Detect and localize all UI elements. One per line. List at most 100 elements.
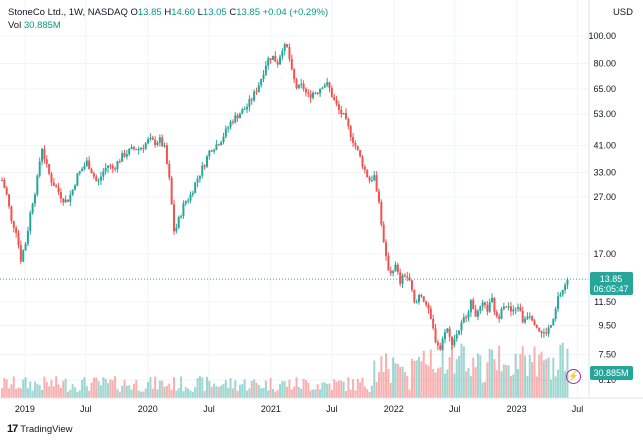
candle-body	[156, 142, 159, 145]
candle-body	[88, 160, 91, 170]
volume-bar	[385, 353, 388, 398]
candle-body	[64, 199, 67, 203]
candle-body	[271, 55, 274, 61]
candle-body	[276, 61, 279, 65]
volume-bar	[78, 390, 81, 398]
volume-bar	[163, 386, 166, 398]
volume-bar	[420, 361, 423, 398]
volume-bar	[274, 391, 277, 398]
candle-body	[406, 276, 409, 278]
volume-bar	[3, 377, 6, 398]
candle-body	[137, 149, 140, 151]
candle-body	[453, 338, 456, 346]
candle-body	[12, 220, 15, 228]
lightning-icon[interactable]: ⚡	[566, 369, 581, 384]
candle-body	[415, 301, 418, 303]
candle-body	[500, 309, 503, 319]
volume-bar	[549, 379, 552, 398]
time-axis[interactable]: 2019 Jul 2020 Jul 2021 Jul 2022 Jul 2023 Jul	[15, 404, 583, 414]
candle-body	[205, 156, 208, 167]
volume-bar	[205, 376, 208, 398]
volume-bar	[227, 387, 230, 398]
candle-body	[281, 50, 284, 57]
candle-body	[382, 224, 385, 243]
volume-bar	[10, 384, 13, 398]
volume-bar	[316, 384, 319, 398]
volume-bar	[279, 384, 282, 398]
volume-bar	[309, 390, 312, 398]
volume-bar	[472, 357, 475, 398]
volume-bar	[41, 389, 44, 398]
volume-bar	[92, 377, 95, 398]
volume-bar	[476, 353, 479, 398]
candle-body	[373, 175, 376, 181]
volume-bar	[425, 364, 428, 398]
volume-bar	[177, 388, 180, 398]
volume-bar	[429, 349, 432, 398]
candle-body	[210, 150, 213, 152]
volume-bar	[462, 346, 465, 398]
volume-bar	[512, 374, 515, 398]
candle-body	[125, 154, 128, 157]
volume-bar	[542, 360, 545, 398]
volume-bar	[469, 376, 472, 398]
time-tick-label: 2020	[138, 404, 158, 414]
candle-body	[130, 147, 133, 149]
candle-body	[43, 148, 46, 160]
volume-bar	[210, 386, 213, 398]
volume-bar	[439, 367, 442, 398]
volume-bar	[288, 379, 291, 398]
candle-body	[422, 296, 425, 302]
volume-bar	[319, 389, 322, 398]
candle-body	[118, 161, 121, 163]
volume-bar	[135, 380, 138, 398]
candle-body	[15, 227, 18, 233]
volume-bar	[97, 381, 100, 398]
volume-bar	[243, 379, 246, 398]
tradingview-brand[interactable]: 17 TradingView	[7, 423, 73, 435]
candle-body	[267, 58, 270, 66]
candle-body	[264, 65, 267, 75]
volume-bar	[403, 371, 406, 398]
volume-bar	[241, 384, 244, 398]
volume-bar	[123, 380, 126, 398]
candle-body	[55, 185, 58, 188]
candle-body	[545, 332, 548, 334]
volume-bar	[215, 386, 218, 398]
volume-bar	[401, 366, 404, 398]
volume-bar	[121, 385, 124, 398]
volume-bar	[253, 379, 256, 398]
volume-bar	[201, 377, 204, 398]
price-axis[interactable]: 100.00 80.00 65.00 53.00 41.00 33.00 27.00 17.0…	[588, 31, 616, 385]
candle-body	[495, 312, 498, 317]
candle-body	[566, 279, 569, 285]
volume-bar	[194, 387, 197, 398]
candle-body	[288, 47, 291, 59]
volume-bar	[229, 378, 232, 398]
volume-bar	[366, 389, 369, 398]
candle-body	[97, 180, 100, 182]
candle-body	[140, 147, 143, 150]
chart-grid	[0, 0, 589, 398]
candle-body	[26, 230, 29, 244]
candle-body	[180, 216, 183, 218]
candle-body	[257, 85, 260, 93]
candle-body	[241, 109, 244, 114]
candle-body	[302, 83, 305, 89]
volume-bar	[59, 387, 62, 398]
volume-bar	[220, 385, 223, 398]
candle-body	[396, 264, 399, 273]
volume-bar	[196, 378, 199, 398]
volume-bar	[557, 369, 560, 398]
volume-bar	[453, 373, 456, 398]
candle-body	[460, 322, 463, 331]
time-tick-label: Jul	[80, 404, 92, 414]
volume-bar	[208, 380, 211, 398]
candle-body	[238, 113, 241, 119]
volume-bar	[15, 388, 18, 398]
legend-header: StoneCo Ltd., 1W, NASDAQ O13.85 H14.60 L…	[8, 7, 328, 18]
candle-body	[542, 332, 545, 334]
candle-body	[304, 88, 307, 93]
candle-body	[114, 168, 117, 170]
